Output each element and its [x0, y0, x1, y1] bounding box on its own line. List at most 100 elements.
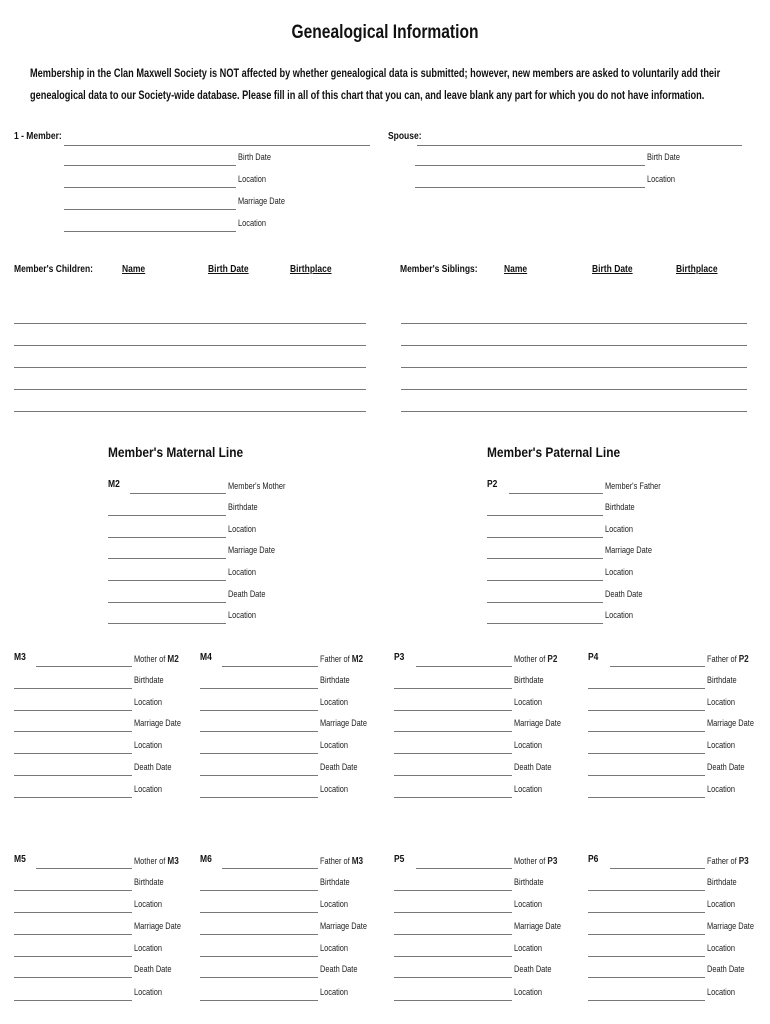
field-line[interactable] — [108, 602, 226, 603]
field-line[interactable] — [487, 602, 603, 603]
field-line[interactable] — [588, 753, 705, 754]
field-line[interactable] — [14, 797, 132, 798]
field-line[interactable] — [14, 731, 132, 732]
sibling-row-0[interactable] — [401, 323, 747, 324]
person-name-field[interactable] — [416, 666, 512, 667]
field-line[interactable] — [200, 688, 318, 689]
field-line[interactable] — [588, 934, 705, 935]
field-line[interactable] — [588, 890, 705, 891]
field-line[interactable] — [108, 558, 226, 559]
member-field-3[interactable] — [64, 231, 236, 232]
field-line[interactable] — [14, 710, 132, 711]
person-name-field[interactable] — [222, 868, 318, 869]
field-line[interactable] — [14, 934, 132, 935]
field-line[interactable] — [14, 753, 132, 754]
field-line[interactable] — [588, 956, 705, 957]
field-line[interactable] — [108, 580, 226, 581]
field-line[interactable] — [200, 775, 318, 776]
field-line[interactable] — [487, 515, 603, 516]
field-line[interactable] — [200, 1000, 318, 1001]
field-line[interactable] — [394, 934, 512, 935]
field-label: Location — [605, 610, 634, 621]
field-line[interactable] — [588, 731, 705, 732]
field-line[interactable] — [200, 934, 318, 935]
sibling-row-3[interactable] — [401, 389, 747, 390]
relation-ref: P3 — [738, 855, 749, 867]
person-name-field[interactable] — [36, 868, 132, 869]
field-line[interactable] — [394, 956, 512, 957]
child-row-0[interactable] — [14, 323, 366, 324]
person-name-field[interactable] — [222, 666, 318, 667]
member-name-field[interactable] — [64, 145, 370, 146]
person-name-field[interactable] — [509, 493, 603, 494]
field-line[interactable] — [394, 753, 512, 754]
member-field-0[interactable] — [64, 165, 236, 166]
field-line[interactable] — [394, 977, 512, 978]
child-row-4[interactable] — [14, 411, 366, 412]
field-label: Death Date — [514, 964, 552, 975]
field-line[interactable] — [394, 775, 512, 776]
field-line[interactable] — [394, 797, 512, 798]
field-line[interactable] — [14, 977, 132, 978]
field-line[interactable] — [394, 710, 512, 711]
member-field-2[interactable] — [64, 209, 236, 210]
field-line[interactable] — [200, 731, 318, 732]
field-label: Marriage Date — [228, 545, 275, 556]
field-line[interactable] — [394, 890, 512, 891]
field-line[interactable] — [14, 956, 132, 957]
field-line[interactable] — [200, 753, 318, 754]
field-line[interactable] — [588, 775, 705, 776]
field-line[interactable] — [14, 688, 132, 689]
field-line[interactable] — [14, 775, 132, 776]
field-line[interactable] — [200, 912, 318, 913]
field-line[interactable] — [14, 890, 132, 891]
person-name-field[interactable] — [130, 493, 226, 494]
spouse-field-1[interactable] — [415, 187, 645, 188]
relation-label: Mother of P2 — [514, 653, 557, 665]
relation-ref: M2 — [167, 653, 179, 665]
spouse-name-field[interactable] — [417, 145, 742, 146]
child-row-1[interactable] — [14, 345, 366, 346]
field-line[interactable] — [588, 912, 705, 913]
field-line[interactable] — [108, 623, 226, 624]
field-line[interactable] — [588, 710, 705, 711]
field-line[interactable] — [394, 912, 512, 913]
field-line[interactable] — [394, 1000, 512, 1001]
field-line[interactable] — [200, 710, 318, 711]
field-line[interactable] — [588, 1000, 705, 1001]
field-line[interactable] — [200, 797, 318, 798]
field-line[interactable] — [200, 956, 318, 957]
person-name-field[interactable] — [610, 868, 705, 869]
field-line[interactable] — [394, 731, 512, 732]
field-line[interactable] — [588, 977, 705, 978]
field-label: Location — [707, 697, 736, 708]
field-line[interactable] — [487, 623, 603, 624]
person-id: M2 — [108, 479, 120, 490]
siblings-label: Member's Siblings: — [400, 264, 478, 275]
person-name-field[interactable] — [416, 868, 512, 869]
field-line[interactable] — [14, 1000, 132, 1001]
person-name-field[interactable] — [36, 666, 132, 667]
field-line[interactable] — [487, 558, 603, 559]
field-line[interactable] — [14, 912, 132, 913]
person-name-field[interactable] — [610, 666, 705, 667]
field-line[interactable] — [108, 515, 226, 516]
sibling-row-4[interactable] — [401, 411, 747, 412]
child-row-2[interactable] — [14, 367, 366, 368]
relation-text: Mother of — [514, 856, 548, 867]
field-line[interactable] — [588, 688, 705, 689]
field-label: Location — [134, 987, 163, 998]
sibling-row-1[interactable] — [401, 345, 747, 346]
field-line[interactable] — [588, 797, 705, 798]
member-field-1[interactable] — [64, 187, 236, 188]
field-line[interactable] — [394, 688, 512, 689]
child-row-3[interactable] — [14, 389, 366, 390]
field-line[interactable] — [487, 537, 603, 538]
field-line[interactable] — [200, 890, 318, 891]
sibling-row-2[interactable] — [401, 367, 747, 368]
field-line[interactable] — [108, 537, 226, 538]
field-line[interactable] — [200, 977, 318, 978]
spouse-field-0[interactable] — [415, 165, 645, 166]
spouse-label: Spouse: — [388, 131, 422, 142]
field-line[interactable] — [487, 580, 603, 581]
